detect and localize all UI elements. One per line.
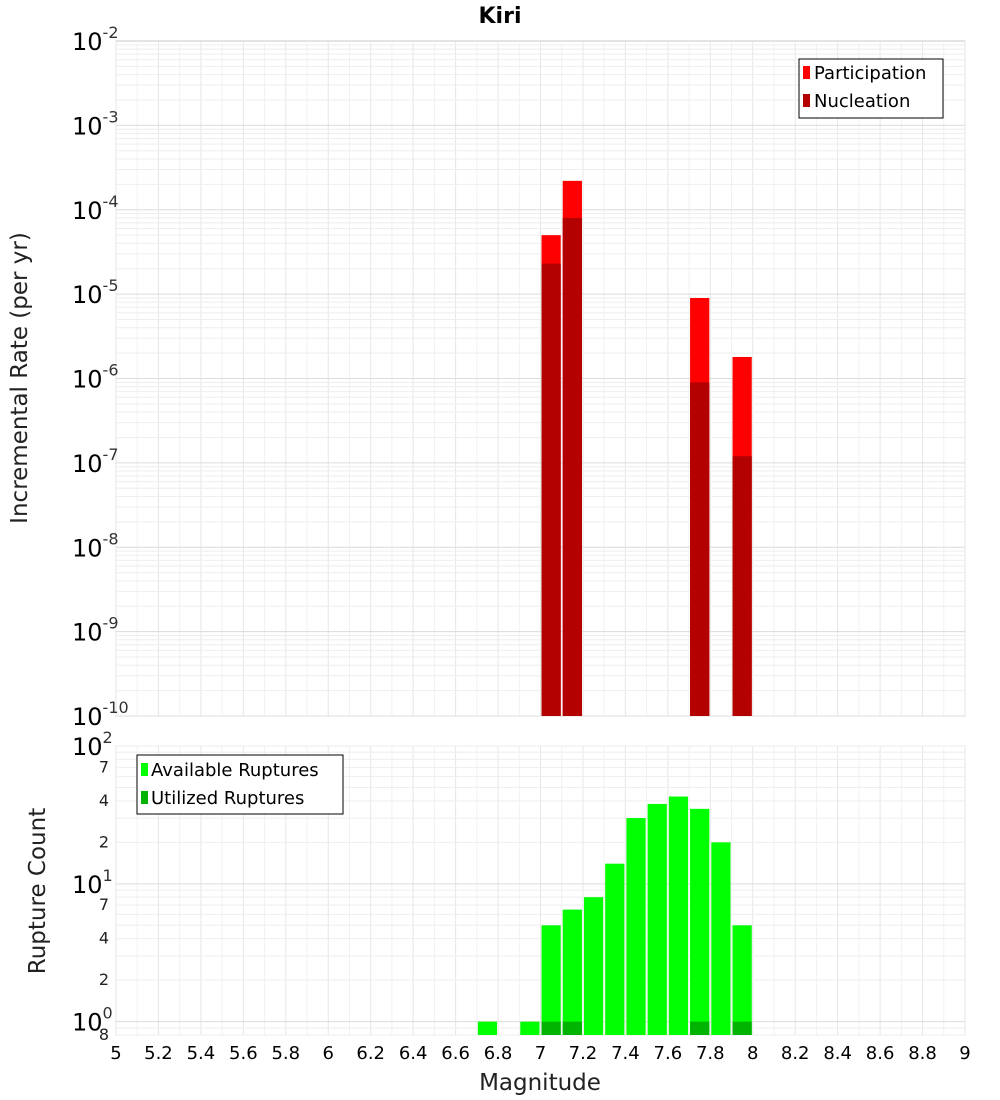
- nucleation-bar: [562, 217, 582, 716]
- legend-label-participation: Participation: [814, 63, 926, 84]
- legend-swatch-nucleation: [803, 94, 810, 107]
- chart-title: Kiri: [479, 4, 522, 29]
- bottom-y-tick-label: 102: [72, 728, 113, 761]
- top-bars: [541, 180, 752, 716]
- bottom-y-tick-label: 7: [99, 757, 109, 776]
- x-axis-label: Magnitude: [479, 1070, 601, 1096]
- bottom-y-tick-label: 7: [99, 895, 109, 914]
- x-tick-label: 6.2: [356, 1043, 385, 1064]
- legend-label-available: Available Ruptures: [151, 760, 319, 781]
- x-tick-label: 6.4: [399, 1043, 428, 1064]
- x-tick-label: 8.6: [866, 1043, 895, 1064]
- x-tick-label: 8.4: [823, 1043, 852, 1064]
- x-tick-label: 6.6: [441, 1043, 470, 1064]
- nucleation-bar: [541, 263, 561, 716]
- bottom-bars: [477, 796, 752, 1035]
- utilized-ruptures-bar: [690, 1021, 710, 1035]
- bottom-y-tick-label: 8: [99, 1025, 109, 1044]
- top-y-tick-label: 10-7: [72, 445, 119, 478]
- top-y-tick-labels: 10-10 10-9 10-8 10-7 10-6 10-5 10-4 10-3 10-2: [72, 23, 129, 731]
- utilized-ruptures-bar: [541, 1021, 561, 1035]
- x-tick-label: 7: [535, 1043, 546, 1064]
- x-tick-label: 6.8: [484, 1043, 513, 1064]
- top-legend-box: [798, 58, 944, 119]
- bottom-legend-box: [136, 754, 344, 815]
- top-y-tick-label: 10-8: [72, 529, 119, 562]
- available-ruptures-bar: [711, 842, 731, 1035]
- x-tick-label: 8.2: [781, 1043, 810, 1064]
- bottom-y-tick-label: 2: [99, 832, 109, 851]
- top-y-tick-label: 10-9: [72, 614, 119, 647]
- bottom-y-tick-label: 4: [99, 929, 109, 948]
- x-tick-label: 7.2: [569, 1043, 598, 1064]
- legend-label-utilized: Utilized Ruptures: [151, 788, 304, 809]
- utilized-ruptures-bar: [732, 1021, 752, 1035]
- legend-swatch-available: [141, 763, 148, 776]
- x-tick-label: 9: [959, 1043, 970, 1064]
- available-ruptures-bar: [647, 803, 667, 1035]
- x-tick-label: 7.6: [654, 1043, 683, 1064]
- bottom-gridlines: [115, 745, 966, 1036]
- top-gridlines: [115, 41, 966, 717]
- available-ruptures-bar: [520, 1021, 540, 1035]
- bottom-y-tick-label: 100: [72, 1004, 113, 1037]
- top-y-axis-label: Incremental Rate (per yr): [7, 232, 33, 524]
- available-ruptures-bar: [732, 925, 752, 1035]
- top-y-tick-label: 10-3: [72, 107, 119, 140]
- nucleation-bar: [690, 382, 710, 716]
- utilized-ruptures-bar: [562, 1021, 582, 1035]
- x-tick-label: 5.8: [271, 1043, 300, 1064]
- available-ruptures-bar: [626, 818, 646, 1035]
- x-tick-label: 5.2: [144, 1043, 173, 1064]
- legend-swatch-utilized: [141, 791, 148, 804]
- available-ruptures-bar: [562, 909, 582, 1035]
- legend-label-nucleation: Nucleation: [814, 91, 910, 112]
- nucleation-bar: [732, 456, 752, 716]
- x-tick-label: 5.4: [187, 1043, 216, 1064]
- available-ruptures-bar: [541, 925, 561, 1035]
- top-panel: 10-10 10-9 10-8 10-7 10-6 10-5 10-4 10-3 10-2 In…: [7, 23, 966, 731]
- top-y-tick-label: 10-6: [72, 361, 119, 394]
- bottom-legend: Available Ruptures Utilized Ruptures: [136, 754, 344, 815]
- top-y-tick-label: 10-5: [72, 276, 119, 309]
- available-ruptures-bar: [605, 863, 625, 1035]
- available-ruptures-bar: [690, 808, 710, 1035]
- top-y-tick-label: 10-10: [72, 698, 129, 731]
- x-tick-label: 8.8: [908, 1043, 937, 1064]
- bottom-y-tick-label: 2: [99, 970, 109, 989]
- available-ruptures-bar: [583, 897, 604, 1035]
- bottom-y-axis-label: Rupture Count: [25, 808, 51, 974]
- top-y-tick-label: 10-4: [72, 192, 119, 225]
- legend-swatch-participation: [803, 66, 810, 79]
- x-tick-label: 5: [110, 1043, 121, 1064]
- x-tick-labels: 5 5.2 5.4 5.6 5.8 6 6.2 6.4 6.6 6.8 7 7.2 7.4 7.6 7.8 8…: [110, 1043, 970, 1064]
- available-ruptures-bar: [477, 1021, 498, 1035]
- available-ruptures-bar: [668, 796, 689, 1035]
- x-tick-label: 8: [747, 1043, 758, 1064]
- x-tick-label: 6: [323, 1043, 334, 1064]
- x-tick-label: 5.6: [229, 1043, 258, 1064]
- bottom-y-tick-label: 101: [72, 866, 113, 899]
- top-y-tick-label: 10-2: [72, 23, 119, 56]
- x-tick-label: 7.4: [611, 1043, 640, 1064]
- top-legend: Participation Nucleation: [798, 58, 944, 119]
- bottom-y-tick-label: 4: [99, 791, 109, 810]
- x-tick-label: 7.8: [696, 1043, 725, 1064]
